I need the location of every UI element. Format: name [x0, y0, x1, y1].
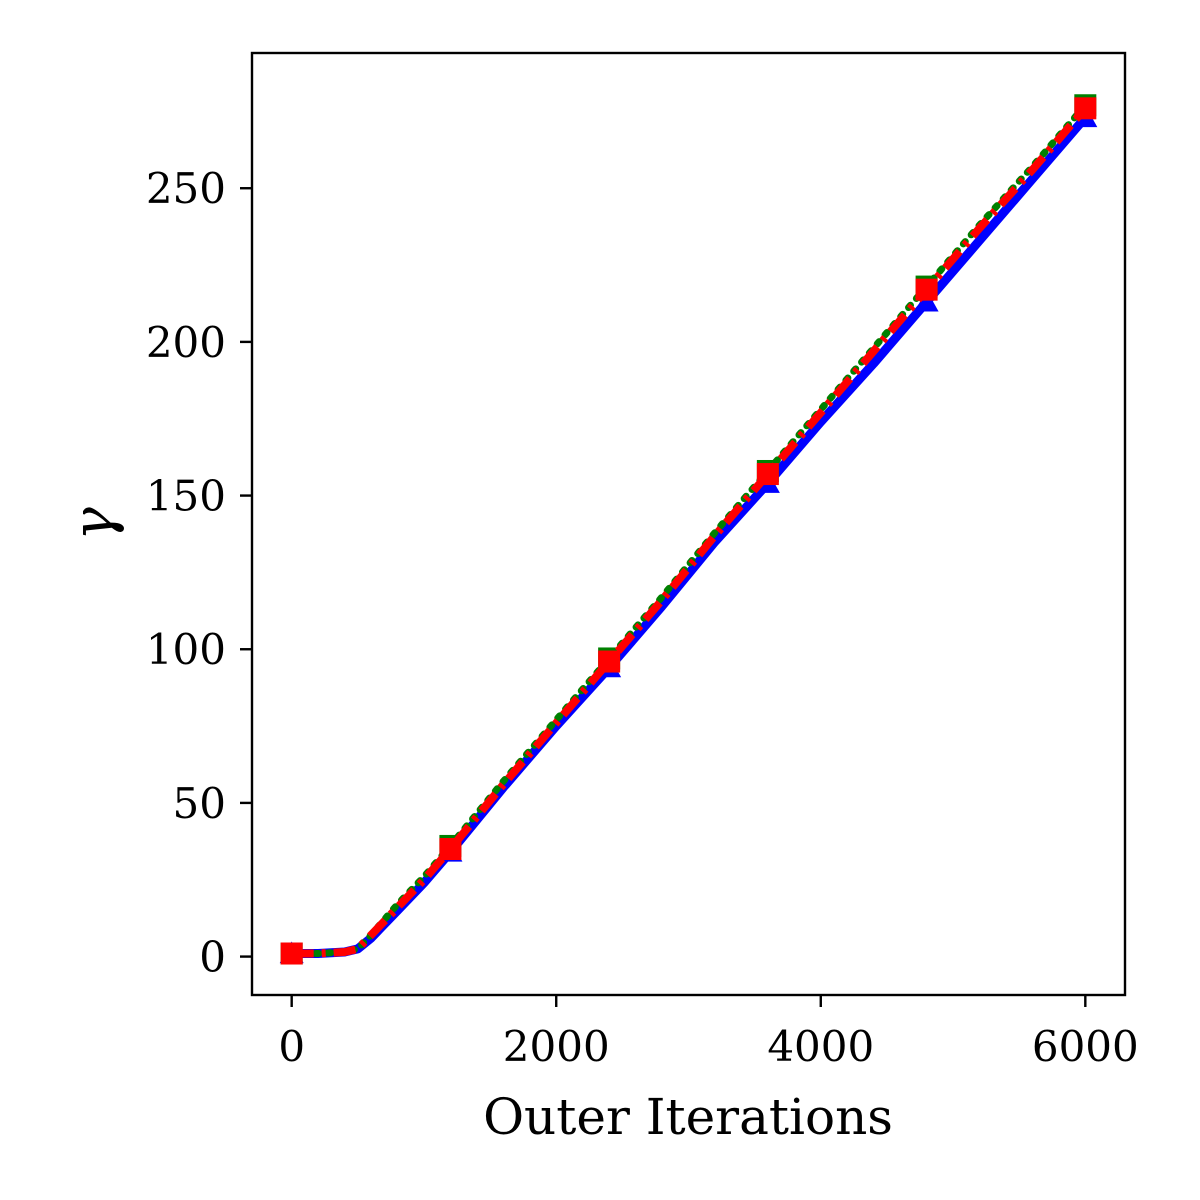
x-tick-label: 2000: [503, 1022, 610, 1071]
plot-background: [252, 53, 1125, 995]
y-tick-label: 0: [199, 933, 226, 982]
series-marker-3: [1074, 97, 1097, 120]
y-tick-label: 50: [173, 779, 226, 828]
x-tick-label: 0: [278, 1022, 305, 1071]
y-tick-label: 200: [146, 318, 226, 367]
series-marker-1: [914, 289, 939, 312]
x-axis: 0 2000 4000 6000: [278, 995, 1139, 1071]
y-axis-label: γ: [62, 507, 127, 541]
series-marker-3: [915, 278, 938, 301]
y-tick-label: 250: [146, 164, 226, 213]
x-tick-label: 6000: [1032, 1022, 1139, 1071]
plot-frame: [250, 51, 1127, 997]
x-tick-label: 4000: [767, 1022, 874, 1071]
series-marker-3: [598, 650, 621, 673]
series-layer: [279, 94, 1098, 965]
series-marker-3: [280, 942, 303, 965]
x-axis-label: Outer Iterations: [483, 1088, 893, 1146]
y-tick-label: 100: [146, 625, 226, 674]
y-axis: 0 50 100 150 200 250: [146, 164, 252, 982]
y-tick-label: 150: [146, 472, 226, 521]
series-marker-3: [756, 463, 779, 486]
series-marker-3: [439, 838, 462, 861]
